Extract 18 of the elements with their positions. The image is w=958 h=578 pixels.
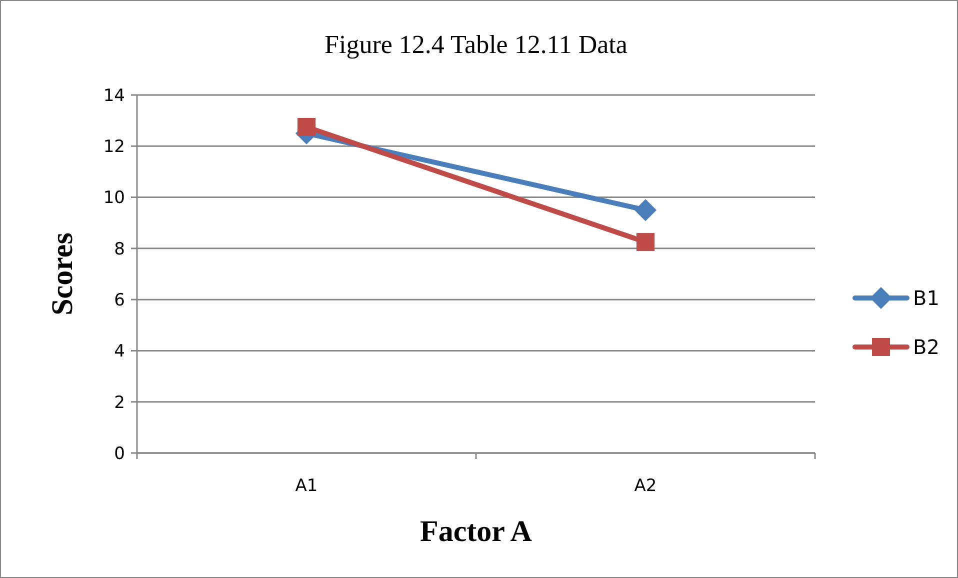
point	[636, 233, 654, 252]
y-tick-label: 0	[114, 444, 125, 464]
y-axis-title: Scores	[46, 232, 79, 316]
x-tick-label: A1	[295, 476, 318, 496]
chart-title: Figure 12.4 Table 12.11 Data	[324, 30, 628, 59]
y-tick-label: 6	[114, 290, 125, 311]
legend-label: B1	[913, 286, 940, 310]
x-tick-label: A2	[634, 476, 657, 496]
y-tick-label: 8	[114, 239, 125, 260]
y-tick-label: 12	[103, 137, 125, 158]
y-tick-label: 2	[114, 392, 125, 413]
x-axis-title: Factor A	[420, 515, 532, 548]
y-tick-label: 4	[114, 342, 125, 362]
y-tick-label: 14	[103, 86, 125, 106]
y-tick-label: 10	[103, 188, 125, 208]
legend-label: B2	[913, 335, 940, 359]
point	[634, 199, 656, 222]
point	[298, 118, 316, 136]
